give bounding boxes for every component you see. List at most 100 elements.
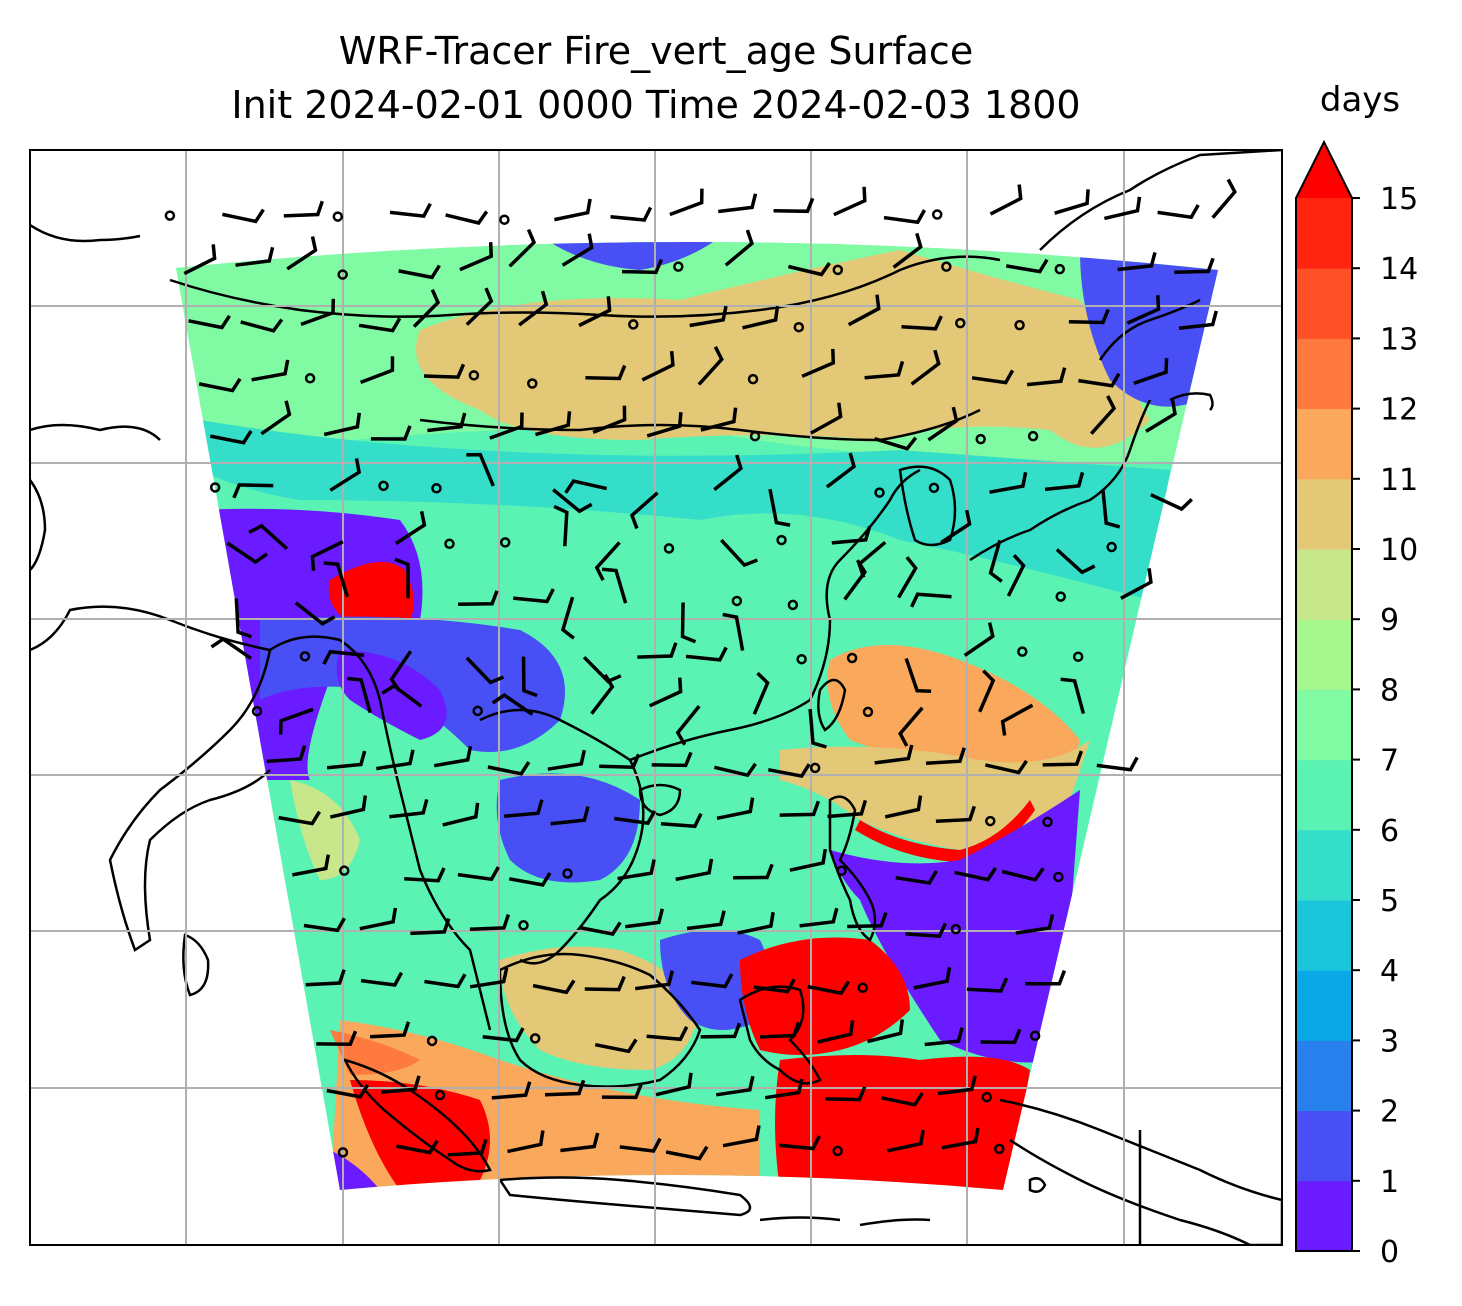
gridlines bbox=[30, 150, 1282, 1245]
wind-barb bbox=[610, 206, 653, 222]
wind-barb bbox=[232, 483, 274, 499]
wind-barb bbox=[234, 598, 252, 639]
calm-wind-marker bbox=[931, 209, 943, 220]
wind-barb bbox=[675, 705, 701, 746]
coastline-indochina bbox=[479, 708, 645, 965]
wind-barb bbox=[266, 745, 307, 764]
wind-barb bbox=[300, 298, 336, 327]
wind-barb bbox=[1133, 358, 1169, 385]
calm-wind-marker bbox=[787, 599, 799, 611]
calm-wind-marker bbox=[339, 865, 350, 876]
wind-barb bbox=[396, 1139, 439, 1155]
wind-barb bbox=[1104, 196, 1142, 221]
wind-barb bbox=[394, 557, 410, 599]
colorbar-tick-label: 8 bbox=[1380, 673, 1399, 708]
wind-barb bbox=[624, 908, 664, 929]
colorbar-segment bbox=[1296, 1110, 1352, 1182]
wind-barb bbox=[779, 800, 821, 817]
calm-wind-marker bbox=[673, 261, 684, 272]
calm-wind-marker bbox=[832, 1145, 843, 1157]
wind-barb bbox=[226, 541, 269, 565]
wind-barb bbox=[508, 872, 552, 887]
wind-barb bbox=[810, 402, 843, 435]
wind-barb bbox=[713, 762, 757, 778]
wind-barb bbox=[1026, 367, 1067, 387]
colorbar-tick-label: 11 bbox=[1380, 463, 1418, 498]
wind-barb bbox=[1178, 310, 1218, 331]
wind-barb bbox=[966, 977, 1009, 993]
wind-barb bbox=[660, 812, 703, 829]
calm-wind-marker bbox=[776, 534, 787, 546]
colorbar-tick-label: 3 bbox=[1380, 1024, 1399, 1059]
coastline-philippines bbox=[828, 795, 877, 942]
field-northeast-blue bbox=[1080, 250, 1218, 407]
wind-barb bbox=[716, 797, 755, 821]
calm-wind-marker bbox=[468, 370, 480, 381]
colorbar-tick-label: 9 bbox=[1380, 603, 1399, 638]
wind-barb bbox=[825, 452, 857, 489]
wind-barb bbox=[898, 706, 924, 747]
wind-barb bbox=[404, 867, 446, 883]
wind-barb bbox=[864, 360, 905, 380]
colorbar-segment bbox=[1296, 1180, 1352, 1252]
calm-wind-marker bbox=[426, 1035, 438, 1047]
calm-wind-marker bbox=[1014, 319, 1025, 331]
wind-barb bbox=[648, 677, 683, 708]
coastline-northwest bbox=[30, 223, 161, 441]
wind-barb bbox=[901, 315, 943, 331]
calm-wind-marker bbox=[747, 373, 759, 385]
colorbar-segment bbox=[1296, 549, 1352, 620]
wind-barb bbox=[807, 980, 851, 996]
wind-barb bbox=[326, 750, 367, 770]
wind-barb bbox=[504, 799, 544, 818]
wind-barb bbox=[323, 561, 349, 598]
wind-barb bbox=[1000, 703, 1034, 736]
field-celebes-red bbox=[740, 937, 910, 1055]
wind-barb bbox=[924, 1027, 964, 1047]
calm-wind-marker bbox=[836, 865, 847, 876]
calm-wind-marker bbox=[994, 1143, 1005, 1155]
wind-barb bbox=[578, 296, 612, 328]
wind-barb bbox=[884, 795, 923, 819]
wind-barb bbox=[322, 649, 365, 665]
wind-barb bbox=[376, 749, 415, 771]
wind-barb bbox=[808, 708, 827, 749]
calm-wind-marker bbox=[950, 923, 962, 935]
wind-barb bbox=[286, 236, 318, 271]
wind-barb bbox=[585, 364, 627, 381]
wind-barb bbox=[737, 911, 775, 935]
wind-barb bbox=[553, 504, 569, 547]
calm-wind-marker bbox=[444, 538, 455, 550]
calm-wind-marker bbox=[472, 705, 483, 717]
wind-barb bbox=[294, 601, 336, 626]
wind-barb bbox=[904, 657, 932, 694]
calm-wind-marker bbox=[628, 319, 639, 330]
wind-barb bbox=[733, 863, 774, 880]
wind-barb bbox=[389, 798, 429, 819]
wind-barb bbox=[689, 305, 728, 328]
wind-barb bbox=[621, 258, 664, 275]
calm-wind-marker bbox=[337, 269, 348, 280]
wind-barb bbox=[410, 918, 451, 936]
wind-barb bbox=[897, 556, 918, 599]
wind-barb bbox=[550, 806, 590, 826]
wind-barb bbox=[927, 406, 959, 442]
wind-barb bbox=[590, 673, 615, 715]
wind-barb bbox=[1089, 395, 1117, 435]
coastline-srilanka bbox=[182, 933, 210, 997]
wind-barb bbox=[697, 346, 724, 386]
wind-barb bbox=[222, 208, 265, 224]
field-southchina-blue bbox=[496, 773, 640, 883]
wind-barb bbox=[720, 538, 759, 568]
wind-barb bbox=[188, 314, 231, 330]
wind-barb bbox=[641, 350, 675, 382]
calm-wind-marker bbox=[1072, 651, 1084, 662]
calm-wind-marker bbox=[1055, 591, 1066, 602]
calm-wind-marker bbox=[499, 214, 510, 225]
wind-barb bbox=[768, 488, 791, 527]
wind-barb bbox=[592, 405, 627, 435]
calm-wind-marker bbox=[1029, 1030, 1041, 1042]
wind-barb bbox=[554, 198, 592, 222]
colorbar-segment bbox=[1296, 338, 1352, 410]
wind-barb bbox=[1015, 914, 1055, 935]
